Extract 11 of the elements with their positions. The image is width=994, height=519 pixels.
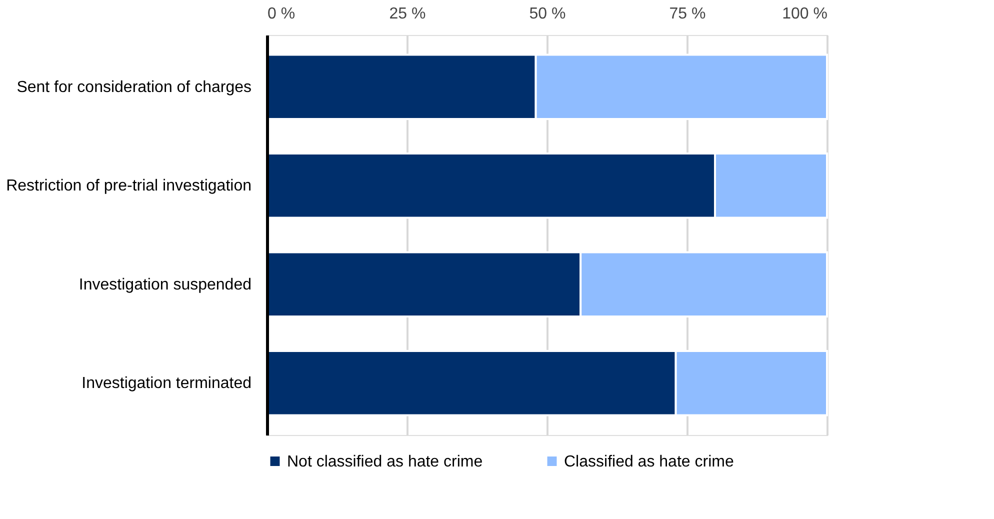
x-tick-label: 50 % (529, 6, 566, 22)
x-tick-label: 0 % (268, 6, 296, 22)
x-tick-label: 100 % (782, 6, 828, 22)
y-tick-label: Sent for consideration of charges (16, 78, 252, 96)
y-tick-label: Restriction of pre-trial investigation (6, 178, 252, 195)
y-tick-label: Investigation terminated (82, 375, 252, 392)
y-tick-label: Investigation suspended (78, 276, 252, 294)
legend-label: Classified as hate crime (564, 453, 734, 470)
x-tick-label: 75 % (669, 6, 706, 22)
legend-label: Not classified as hate crime (287, 453, 483, 470)
x-tick-label: 25 % (389, 6, 426, 22)
